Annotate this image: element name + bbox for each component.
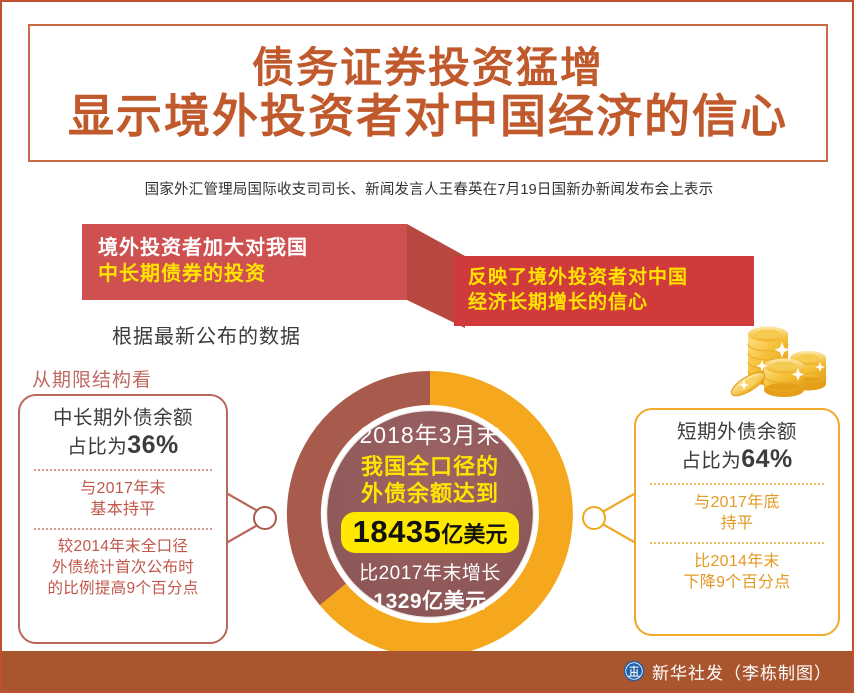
banner-left-line-2: 中长期债券的投资 [98,263,266,285]
card-right-note-2-line-2: 下降9个百分点 [683,574,791,592]
card-left-title: 中长期外债余额 [52,407,193,429]
donut-center-text: 2018年3月末 我国全口径的 外债余额达到 18435亿美元 比2017年末增… [292,400,568,628]
connector-node-left [253,506,277,530]
card-left-note-2-line-1: 较2014年末全口径 [57,537,189,555]
card-left-value: 36% [127,431,179,460]
xinhua-logo-icon [623,660,645,682]
banner-right-line-1: 反映了境外投资者对中国 [468,267,689,289]
card-left-note-2-line-2: 外债统计首次公布时 [51,558,195,576]
page-title-line-2: 显示境外投资者对中国经济的信心 [68,89,788,142]
donut-highlight-number: 18435 [352,513,442,549]
card-right-note-1-line-1: 与2017年底 [694,493,780,511]
card-right-note-2: 比2014年末 下降9个百分点 [646,551,828,594]
banner-right: 反映了境外投资者对中国 经济长期增长的信心 [454,256,754,326]
donut-highlight-unit: 亿美元 [441,521,508,547]
card-left-note-1-line-1: 与2017年末 [80,479,166,497]
card-right-note-1-line-2: 持平 [720,515,754,533]
donut-lead-line-2: 外债余额达到 [360,480,499,506]
card-left-head: 中长期外债余额 占比为36% [30,406,216,462]
banner-right-line-2: 经济长期增长的信心 [468,292,649,313]
donut-center-ring [324,408,536,620]
donut-date-label: 2018年3月末 [359,422,501,448]
card-right-value: 64% [741,445,793,474]
section-label: 从期限结构看 [32,370,153,391]
card-left-prefix: 占比为 [67,436,128,459]
card-left-note-2: 较2014年末全口径 外债统计首次公布时 的比例提高9个百分点 [30,537,216,600]
donut-slice-short-term [319,371,573,657]
banner-left: 境外投资者加大对我国 中长期债券的投资 [82,224,407,300]
gold-coins-icon [730,326,827,397]
card-left-note-1-line-2: 基本持平 [90,501,156,519]
subtitle: 国家外汇管理局国际收支司司长、新闻发言人王春英在7月19日国新办新闻发布会上表示 [144,182,714,198]
donut-compare-value: 1329亿美元 [373,589,487,613]
card-left-divider-2 [34,527,212,530]
card-right-title: 短期外债余额 [676,421,797,443]
card-right-prefix: 占比为 [681,450,742,473]
card-right-divider-2 [650,541,824,544]
card-right-head: 短期外债余额 占比为64% [646,420,828,476]
footer-bar: 新华社发（李栋制图） [2,651,852,691]
card-mid-long-term: 中长期外债余额 占比为36% 与2017年末 基本持平 较2014年末全口径 外… [18,394,228,644]
title-box: 债务证券投资猛增 显示境外投资者对中国经济的信心 [28,24,828,162]
card-right-note-2-line-1: 比2014年末 [694,552,780,570]
sub-note: 根据最新公布的数据 [112,326,301,348]
card-right-divider-1 [650,482,824,485]
footer-credit: 新华社发（李栋制图） [652,663,832,683]
card-left-note-1: 与2017年末 基本持平 [30,478,216,521]
ribbon-fold-shape [407,224,465,328]
card-short-term: 短期外债余额 占比为64% 与2017年底 持平 比2014年末 下降9个百分点 [634,408,840,636]
connector-node-right [582,506,606,530]
donut-highlight-badge: 18435亿美元 [340,511,520,553]
card-right-note-1: 与2017年底 持平 [646,492,828,535]
donut-compare-line: 比2017年末增长 [359,562,501,584]
card-left-note-2-line-3: 的比例提高9个百分点 [47,579,199,597]
card-left-divider-1 [34,468,212,471]
donut-slice-mid-long-term [286,370,430,606]
page-title-line-1: 债务证券投资猛增 [251,43,604,91]
donut-lead-line-1: 我国全口径的 [360,454,499,479]
banner-left-line-1: 境外投资者加大对我国 [98,237,308,260]
